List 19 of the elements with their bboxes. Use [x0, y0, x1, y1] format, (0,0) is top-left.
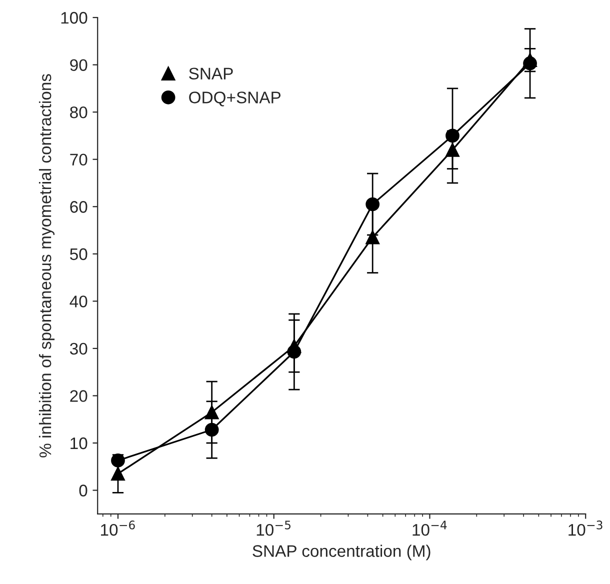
y-tick-label: 10 — [70, 437, 88, 450]
legend-label: SNAP — [189, 68, 233, 80]
y-tick-label: 60 — [70, 201, 88, 213]
y-tick-label: 70 — [70, 154, 88, 166]
y-tick-label: 40 — [70, 296, 88, 308]
x-tick-label: 10$^{−5}$ — [256, 520, 290, 536]
y-tick-label: 100 — [61, 12, 88, 24]
legend-label: ODQ+SNAP — [189, 92, 281, 106]
y-tick-label: 50 — [70, 248, 88, 260]
y-axis-title: % inhibition of spontaneous myometrial contractions — [38, 74, 55, 458]
y-tick-label: 20 — [70, 390, 88, 402]
x-tick-label: 10$^{−4}$ — [412, 520, 447, 536]
y-tick-label: 80 — [70, 106, 88, 118]
x-tick-label: 10$^{−3}$ — [568, 520, 602, 536]
y-tick-label: 90 — [70, 59, 88, 71]
y-tick-label: 0 — [79, 484, 88, 496]
x-axis-title: SNAP concentration (M) — [252, 544, 430, 560]
y-tick-label: 30 — [70, 342, 88, 355]
x-tick-label: 10$^{−6}$ — [101, 520, 135, 536]
